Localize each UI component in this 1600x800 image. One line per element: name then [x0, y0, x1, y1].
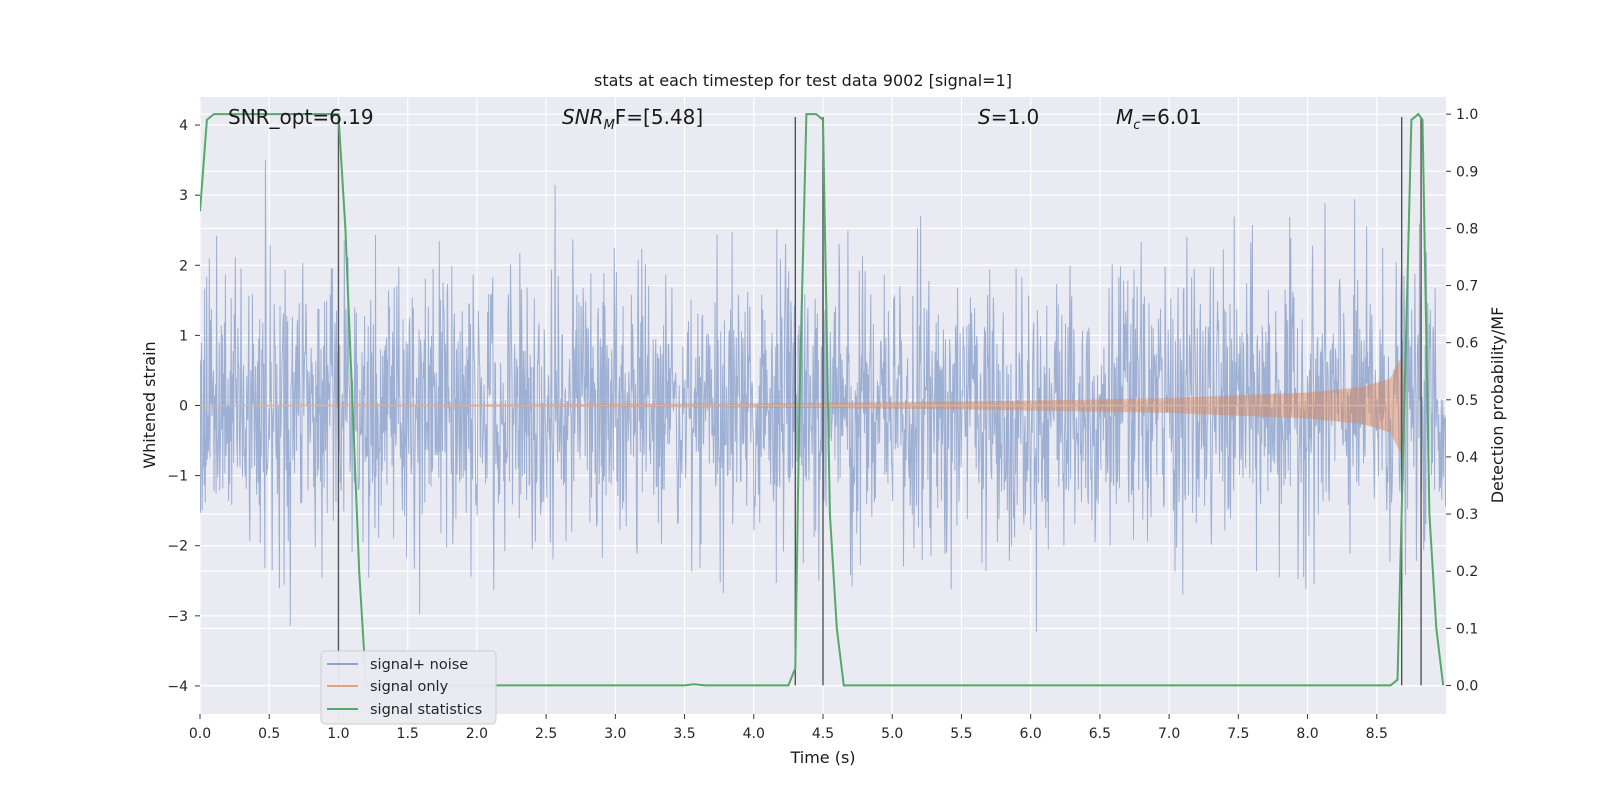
x-axis-ticks: 0.0 0.5 1.0 1.5 2.0 2.5 3.0 3.5 4.0 4.5 5.0 5.5 6.0 6…	[189, 714, 1388, 742]
annotation-s-main: S	[978, 105, 991, 129]
x-tick-label: 7.0	[1158, 726, 1180, 742]
y-right-tick-label: 0.4	[1456, 450, 1478, 466]
legend-label-signal-only: signal only	[370, 679, 449, 695]
annotation-mc: Mc=6.01	[1116, 105, 1202, 133]
x-tick-label: 0.0	[189, 726, 211, 742]
y-right-tick-label: 0.3	[1456, 507, 1478, 523]
legend-frame	[320, 650, 497, 725]
annotation-snr-mf-rest: F=[5.48]	[615, 105, 703, 129]
y-right-tick-label: 0.0	[1456, 678, 1478, 694]
x-tick-label: 2.0	[466, 726, 488, 742]
x-tick-label: 4.0	[743, 726, 765, 742]
y-right-tick-label: 0.5	[1456, 393, 1478, 409]
x-tick-label: 2.5	[535, 726, 557, 742]
series-layer	[200, 112, 1446, 687]
y-right-tick-label: 0.2	[1456, 564, 1478, 580]
y-left-tick-label: −3	[167, 609, 188, 625]
x-tick-label: 6.0	[1020, 726, 1042, 742]
annotation-mc-sub: c	[1133, 118, 1140, 133]
y-left-tick-label: 1	[179, 328, 188, 344]
x-tick-label: 3.0	[604, 726, 626, 742]
annotation-snr-mf-sub: M	[604, 118, 615, 133]
x-tick-label: 1.0	[327, 726, 349, 742]
annotation-snr-mf: SNRMF=[5.48]	[562, 105, 703, 133]
y-left-tick-label: −2	[167, 539, 188, 555]
annotation-mc-rest: =6.01	[1140, 105, 1201, 129]
y-left-tick-label: −1	[167, 469, 188, 485]
x-tick-label: 0.5	[258, 726, 280, 742]
x-tick-label: 4.5	[812, 726, 834, 742]
annotation-snr-opt: SNR_opt=6.19	[228, 105, 374, 129]
series-signal-statistics	[200, 112, 1445, 687]
y-left-tick-label: 0	[179, 399, 188, 415]
legend-label-signal-plus-noise: signal+ noise	[370, 657, 468, 673]
y-left-tick-label: 4	[179, 118, 188, 134]
y-left-tick-label: −4	[167, 679, 188, 695]
annotation-s-rest: =1.0	[991, 105, 1040, 129]
x-tick-label: 5.0	[881, 726, 903, 742]
y-right-tick-label: 0.8	[1456, 221, 1478, 237]
y-axis-right-ticks: 0.0 0.1 0.2 0.3 0.4 0.5 0.6 0.7 0.8 0.9 1.0	[1446, 107, 1478, 694]
y-right-tick-label: 0.7	[1456, 279, 1478, 295]
y-axis-left-ticks: −4 −3 −2 −1 0 1 2 3 4	[167, 118, 200, 695]
annotation-s: S=1.0	[978, 105, 1039, 129]
annotation-mc-main: M	[1116, 105, 1133, 129]
y-left-tick-label: 2	[179, 258, 188, 274]
x-tick-label: 7.5	[1227, 726, 1249, 742]
x-tick-label: 1.5	[397, 726, 419, 742]
y-axis-left-label: Whitened strain	[140, 341, 159, 468]
x-tick-label: 5.5	[950, 726, 972, 742]
annotation-snr-mf-main: SNR	[562, 105, 604, 129]
x-tick-label: 8.0	[1296, 726, 1318, 742]
y-right-tick-label: 0.9	[1456, 164, 1478, 180]
y-axis-right-label: Detection probability/MF	[1488, 307, 1507, 504]
x-tick-label: 3.5	[673, 726, 695, 742]
chart-title: stats at each timestep for test data 900…	[594, 71, 1012, 90]
y-right-tick-label: 0.6	[1456, 336, 1478, 352]
x-axis-label: Time (s)	[789, 748, 855, 767]
x-tick-label: 6.5	[1089, 726, 1111, 742]
x-tick-label: 8.5	[1366, 726, 1388, 742]
y-left-tick-label: 3	[179, 188, 188, 204]
event-markers	[337, 116, 1422, 686]
y-right-tick-label: 0.1	[1456, 621, 1478, 637]
y-right-tick-label: 1.0	[1456, 107, 1478, 123]
legend: signal+ noise signal only signal statist…	[320, 650, 497, 725]
legend-label-signal-statistics: signal statistics	[370, 702, 482, 718]
